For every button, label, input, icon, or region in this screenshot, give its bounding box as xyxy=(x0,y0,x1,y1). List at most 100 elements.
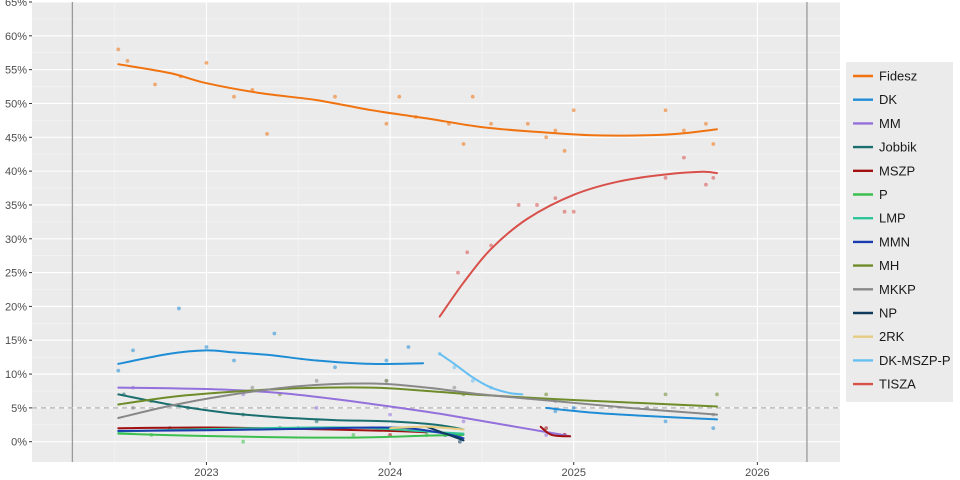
poll-point xyxy=(562,209,567,214)
poll-point xyxy=(470,378,475,383)
legend-label: LMP xyxy=(879,211,906,226)
trend-line-p xyxy=(117,432,465,439)
trend-line-mm xyxy=(117,386,572,438)
x-tick-label: 2024 xyxy=(378,467,402,479)
poll-point xyxy=(544,392,549,397)
y-tick-label: 55% xyxy=(5,65,27,77)
poll-point xyxy=(153,82,157,87)
poll-point xyxy=(711,142,716,146)
legend-label: MSZP xyxy=(879,163,915,178)
trend-line-tisza xyxy=(438,170,718,318)
poll-point xyxy=(461,142,466,146)
poll-point xyxy=(571,108,576,113)
legend-label: MMN xyxy=(879,234,910,249)
trend-line-mkkp xyxy=(117,382,718,419)
poll-point xyxy=(125,58,130,63)
poll-point xyxy=(470,94,475,99)
poll-point xyxy=(663,419,668,424)
legend-label: 2RK xyxy=(879,329,905,344)
legend-label: Fidesz xyxy=(879,69,917,84)
poll-point xyxy=(131,405,135,410)
poll-point xyxy=(314,378,319,383)
legend-label: Jobbik xyxy=(879,140,917,155)
trend-line-mszp xyxy=(539,425,572,438)
poll-point xyxy=(397,94,402,99)
poll-point xyxy=(116,47,121,52)
poll-point xyxy=(351,433,356,437)
x-axis: 2023 2024 2025 2026 xyxy=(194,462,770,479)
y-tick-label: 20% xyxy=(5,301,27,313)
poll-point xyxy=(489,243,493,248)
y-tick-label: 30% xyxy=(5,234,27,246)
poll-point xyxy=(571,209,576,214)
legend-label: NP xyxy=(879,306,897,321)
y-tick-label: 5% xyxy=(11,403,27,415)
poll-point xyxy=(265,132,269,136)
trend-line-2rk xyxy=(389,425,465,431)
poll-point xyxy=(116,368,121,373)
poll-point xyxy=(314,405,319,410)
poll-point xyxy=(384,358,389,363)
poll-point xyxy=(544,426,549,431)
poll-point xyxy=(452,385,457,390)
poll-point xyxy=(553,128,558,133)
vertical-markers xyxy=(71,2,808,462)
legend-label: MH xyxy=(879,258,899,273)
y-tick-label: 25% xyxy=(5,268,27,280)
poll-point xyxy=(314,419,319,424)
poll-point xyxy=(250,385,255,390)
trend-line-dk xyxy=(117,349,425,366)
legend-label: TISZA xyxy=(879,377,916,392)
poll-point xyxy=(406,345,411,349)
y-tick-label: 65% xyxy=(5,0,27,9)
poll-point xyxy=(663,392,668,397)
poll-point xyxy=(704,182,708,187)
poll-point xyxy=(544,135,549,140)
poll-point xyxy=(388,412,392,417)
poll-point xyxy=(204,345,209,349)
poll-point xyxy=(272,331,277,336)
poll-point xyxy=(232,358,236,363)
legend-label: P xyxy=(879,187,888,202)
poll-point xyxy=(333,94,337,99)
x-tick-label: 2025 xyxy=(561,467,585,479)
poll-point xyxy=(562,148,567,153)
poll-point xyxy=(461,419,466,424)
poll-point xyxy=(456,270,460,275)
poll-point xyxy=(704,121,708,126)
poll-point xyxy=(682,155,686,160)
trend-line-dk xyxy=(545,406,718,421)
legend-label: MM xyxy=(879,116,901,131)
poll-point xyxy=(333,365,337,370)
poll-point xyxy=(663,175,668,180)
poll-point xyxy=(663,108,668,113)
trend-line-np xyxy=(425,425,465,442)
poll-point xyxy=(571,405,576,410)
poll-point xyxy=(384,121,389,126)
y-tick-label: 40% xyxy=(5,166,27,178)
poll-point xyxy=(715,392,719,397)
legend-label: MKKP xyxy=(879,282,916,297)
y-axis: 0% 5% 10% 15% 20% 25% 30% 35% 40% 45% 50% 55% 60% 65% xyxy=(5,0,32,449)
legend: Fidesz DK MM Jobbik MSZP P LMP MMN MH MKKP NP 2RK DK… xyxy=(846,62,953,402)
poll-point xyxy=(457,439,462,444)
poll-point xyxy=(553,409,558,414)
trend-lines xyxy=(117,63,718,442)
legend-label: DK xyxy=(879,92,897,107)
poll-point xyxy=(384,378,389,383)
poll-point xyxy=(711,426,716,431)
poll-point xyxy=(232,94,236,99)
legend-box xyxy=(846,62,953,402)
poll-point xyxy=(711,175,716,180)
x-tick-label: 2026 xyxy=(745,467,769,479)
y-tick-label: 45% xyxy=(5,132,27,144)
poll-point xyxy=(241,439,246,444)
y-tick-label: 50% xyxy=(5,98,27,110)
poll-point xyxy=(452,365,457,370)
poll-point xyxy=(204,60,209,65)
poll-point xyxy=(177,306,181,311)
x-tick-label: 2023 xyxy=(194,467,218,479)
trend-line-dk-mszp-p xyxy=(438,352,524,396)
poll-point xyxy=(489,121,493,126)
